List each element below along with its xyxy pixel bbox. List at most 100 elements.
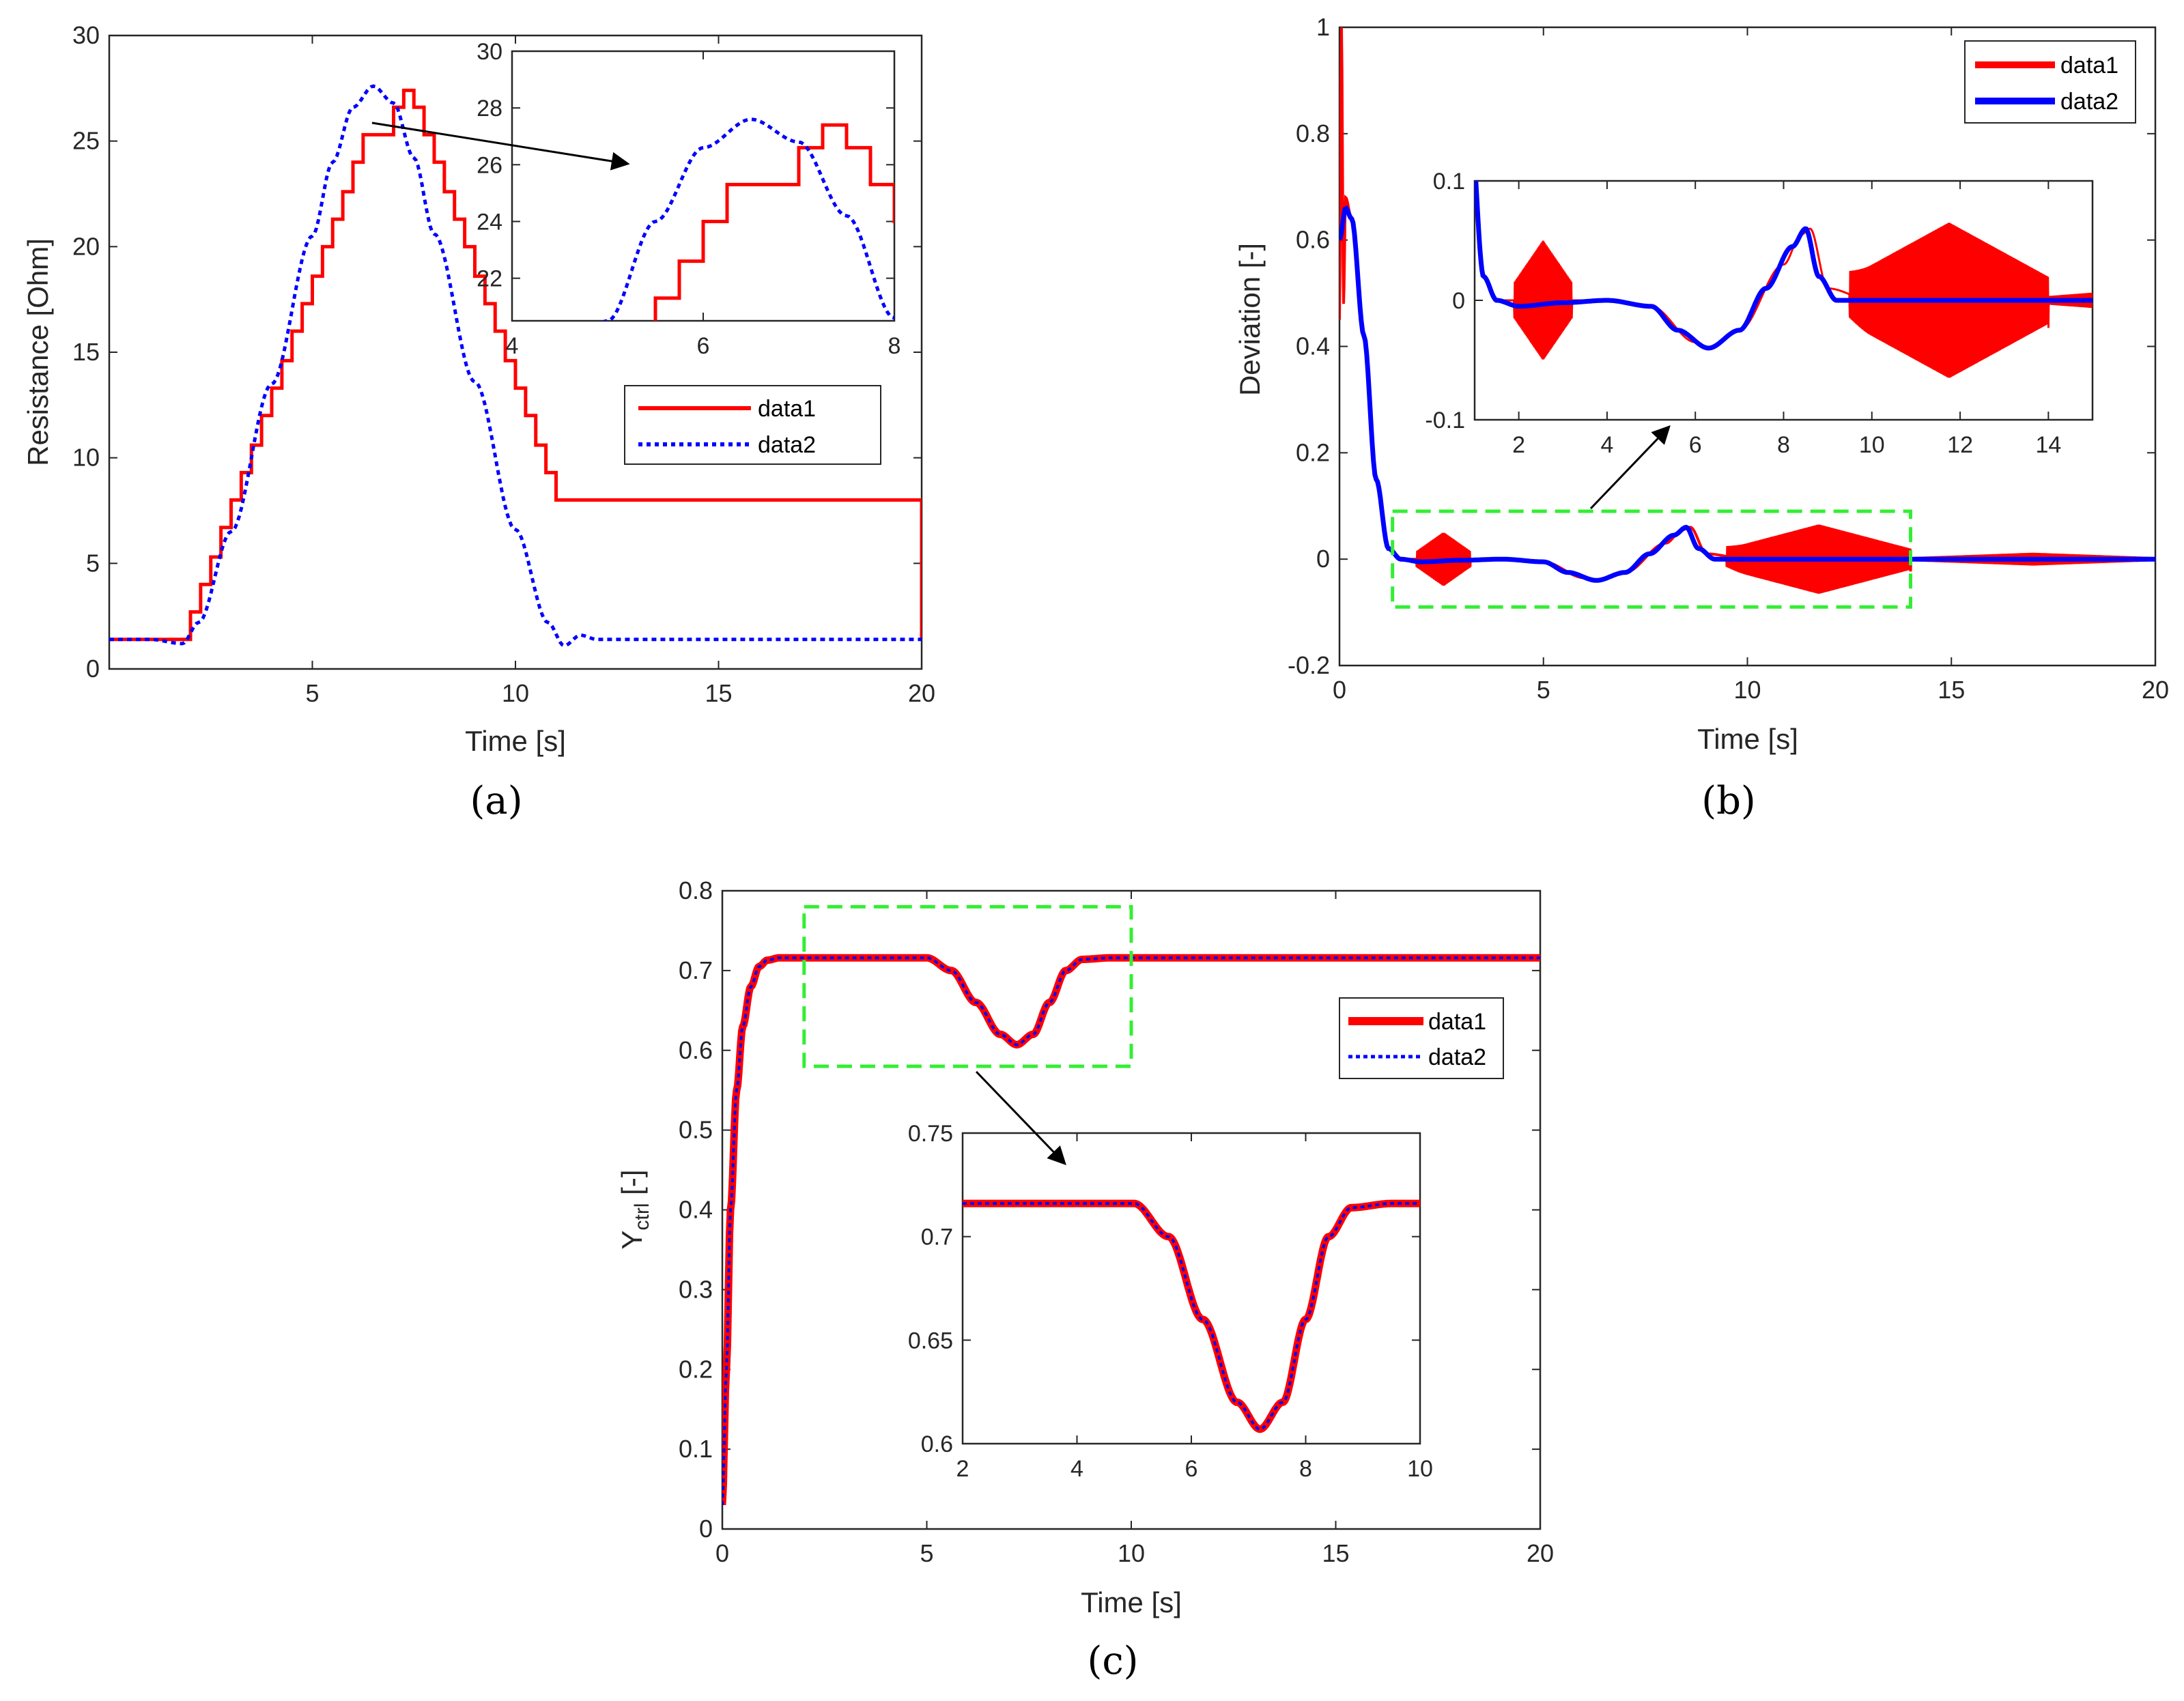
panel-c-ytick-label: 0.6	[679, 1036, 713, 1064]
panel-b-inset-xtick-label: 4	[1600, 432, 1613, 458]
panel-b-inset-xtick-label: 12	[1947, 432, 1973, 458]
panel-b-inset-xtick-label: 14	[2035, 432, 2061, 458]
panel-b-ylabel: Deviation [-]	[1234, 243, 1266, 396]
panel-b-ytick-label: 0	[1316, 545, 1330, 573]
panel-c-zoom-box	[802, 904, 1133, 1068]
panel-b-ytick-label: 0.4	[1296, 332, 1330, 360]
panel-b-xtick-label: 10	[1733, 676, 1761, 704]
panel-c-ylabel-main: Y	[616, 1230, 648, 1249]
panel-a: 5 10 15 20 0 5 10 15 20 25 30 Time [s] Resistance …	[22, 21, 935, 823]
panel-c-inset-ytick-label: 0.65	[908, 1328, 953, 1354]
panel-c-ylabel: Yctrl [-]	[616, 1169, 653, 1249]
panel-c-inset-xtick-label: 8	[1299, 1456, 1312, 1482]
panel-a-ylabel: Resistance [Ohm]	[22, 238, 54, 466]
panel-a-xlabel: Time [s]	[465, 725, 566, 757]
panel-c-inset-xtick-label: 6	[1185, 1456, 1198, 1482]
panel-c-xlabel: Time [s]	[1081, 1586, 1182, 1618]
panel-c-xtick-label: 10	[1118, 1539, 1145, 1567]
panel-b-ytick-label: 0.6	[1296, 226, 1330, 254]
panel-a-xtick-label: 15	[705, 679, 732, 707]
panel-c-legend-label-data1: data1	[1428, 1009, 1486, 1035]
panel-a-inset-ytick-label: 26	[477, 152, 502, 178]
panel-c-ylabel-suffix: [-]	[616, 1169, 648, 1203]
panel-c-ylabel-sub: ctrl	[631, 1203, 653, 1230]
panel-b-legend-label-data1: data1	[2060, 53, 2118, 78]
panel-b-inset: 2 4 6 8 10 12 14 -0.1 0 0.1	[1425, 169, 2093, 458]
panel-a-ytick-label: 10	[72, 444, 100, 472]
panel-b-legend-label-data2: data2	[2060, 89, 2118, 115]
panel-b-ytick-label: 0.2	[1296, 438, 1330, 466]
panel-a-series-data1	[109, 88, 922, 642]
panel-c-ytick-label: 0.5	[679, 1116, 713, 1144]
panel-b-legend: data1 data2	[1964, 40, 2136, 124]
panel-c-ytick-label: 0.7	[679, 956, 713, 984]
panel-a-xtick-label: 5	[305, 679, 319, 707]
panel-b-xtick-label: 15	[1938, 676, 1965, 704]
panel-c-inset-xtick-label: 2	[956, 1456, 969, 1482]
panel-b-inset-xtick-label: 6	[1689, 432, 1702, 458]
panel-b-xtick-label: 0	[1333, 676, 1346, 704]
panel-a-inset-ytick-label: 24	[477, 209, 502, 235]
panel-b-series	[1339, 27, 2155, 594]
panel-c-inset-series-data2	[963, 1202, 1420, 1431]
panel-a-ytick-label: 15	[72, 338, 100, 366]
panel-a-series-data2	[109, 84, 922, 648]
panel-c-ytick-label: 0.2	[679, 1355, 713, 1383]
panel-a-inset-xtick-label: 8	[888, 333, 901, 359]
panel-a-legend-label-data1: data1	[758, 396, 816, 422]
panel-b: 0 5 10 15 20-0.200.20.40.60.81 Time [s] Devi…	[1234, 13, 2169, 823]
panel-c-legend: data1 data2	[1339, 997, 1504, 1079]
panel-a-caption: (a)	[470, 779, 522, 823]
panel-a-series	[109, 84, 922, 648]
panel-a-inset-ytick-label: 28	[477, 96, 502, 121]
panel-c-inset-ytick-label: 0.7	[921, 1225, 953, 1250]
panel-a-legend-label-data2: data2	[758, 432, 816, 458]
panel-c-inset-xtick-label: 4	[1070, 1456, 1083, 1482]
panel-c-ytick-label: 0.1	[679, 1435, 713, 1463]
panel-c-xtick-label: 0	[715, 1539, 729, 1567]
panel-b-ytick-label: 0.8	[1296, 119, 1330, 147]
panel-c: 0 5 10 15 20 0 0.1 0.2 0.3 0.4 0.5 0.6 0.7 0.8 Time […	[616, 876, 1554, 1683]
panel-b-legend-box	[1964, 40, 2136, 124]
panel-a-inset: 4 6 8 22 24 26 28 30	[477, 39, 901, 359]
panel-b-inset-xtick-label: 8	[1777, 432, 1790, 458]
panel-b-inset-xtick-label: 2	[1512, 432, 1525, 458]
panel-a-inset-xtick-label: 6	[697, 333, 710, 359]
panel-c-inset-xtick-label: 10	[1407, 1456, 1433, 1482]
panel-c-xtick-label: 15	[1322, 1539, 1349, 1567]
panel-b-ticks: 0 5 10 15 20-0.200.20.40.60.81	[1288, 13, 2169, 704]
panel-a-ytick-label: 25	[72, 127, 100, 155]
panel-a-inset-ytick-label: 30	[477, 39, 502, 65]
panel-b-inset-series-data2	[1475, 181, 2093, 351]
panel-c-ytick-label: 0.8	[679, 876, 713, 904]
panel-c-inset-ytick-label: 0.75	[908, 1121, 953, 1147]
panel-b-inset-ytick-label: 0.1	[1433, 169, 1465, 195]
panel-a-zoom-arrow	[371, 121, 630, 171]
panel-c-inset: 2 4 6 8 10 0.6 0.65 0.7 0.75	[908, 1121, 1433, 1482]
panel-a-inset-frame	[511, 50, 896, 322]
panel-b-ytick-label: -0.2	[1288, 651, 1330, 679]
panel-a-ytick-label: 30	[72, 21, 100, 49]
panel-b-xtick-label: 5	[1537, 676, 1550, 704]
panel-a-legend: data1 data2	[624, 385, 881, 465]
panel-a-ytick-label: 20	[72, 232, 100, 260]
panel-a-inset-xtick-label: 4	[506, 333, 519, 359]
panel-b-caption: (b)	[1701, 779, 1756, 823]
panel-a-legend-box	[624, 385, 881, 465]
panel-c-legend-label-data2: data2	[1428, 1044, 1486, 1070]
panel-b-zoom-box	[1391, 509, 1913, 609]
panel-c-ytick-label: 0	[699, 1515, 713, 1543]
panel-a-xtick-label: 10	[502, 679, 529, 707]
panel-b-series-data2	[1339, 205, 2155, 583]
panel-c-zoom-arrow	[975, 1070, 1066, 1165]
panel-c-inset-ytick-label: 0.6	[921, 1431, 953, 1457]
panel-c-caption: (c)	[1087, 1639, 1138, 1683]
panel-b-inset-ytick-label: -0.1	[1425, 408, 1465, 433]
panel-b-inset-ytick-label: 0	[1452, 288, 1465, 314]
panel-c-ytick-label: 0.4	[679, 1196, 713, 1224]
panel-b-inset-xtick-label: 10	[1859, 432, 1885, 458]
panel-c-xtick-label: 20	[1527, 1539, 1554, 1567]
panel-a-ticks: 5 10 15 20 0 5 10 15 20 25 30	[72, 21, 935, 707]
panel-a-xtick-label: 20	[908, 679, 935, 707]
